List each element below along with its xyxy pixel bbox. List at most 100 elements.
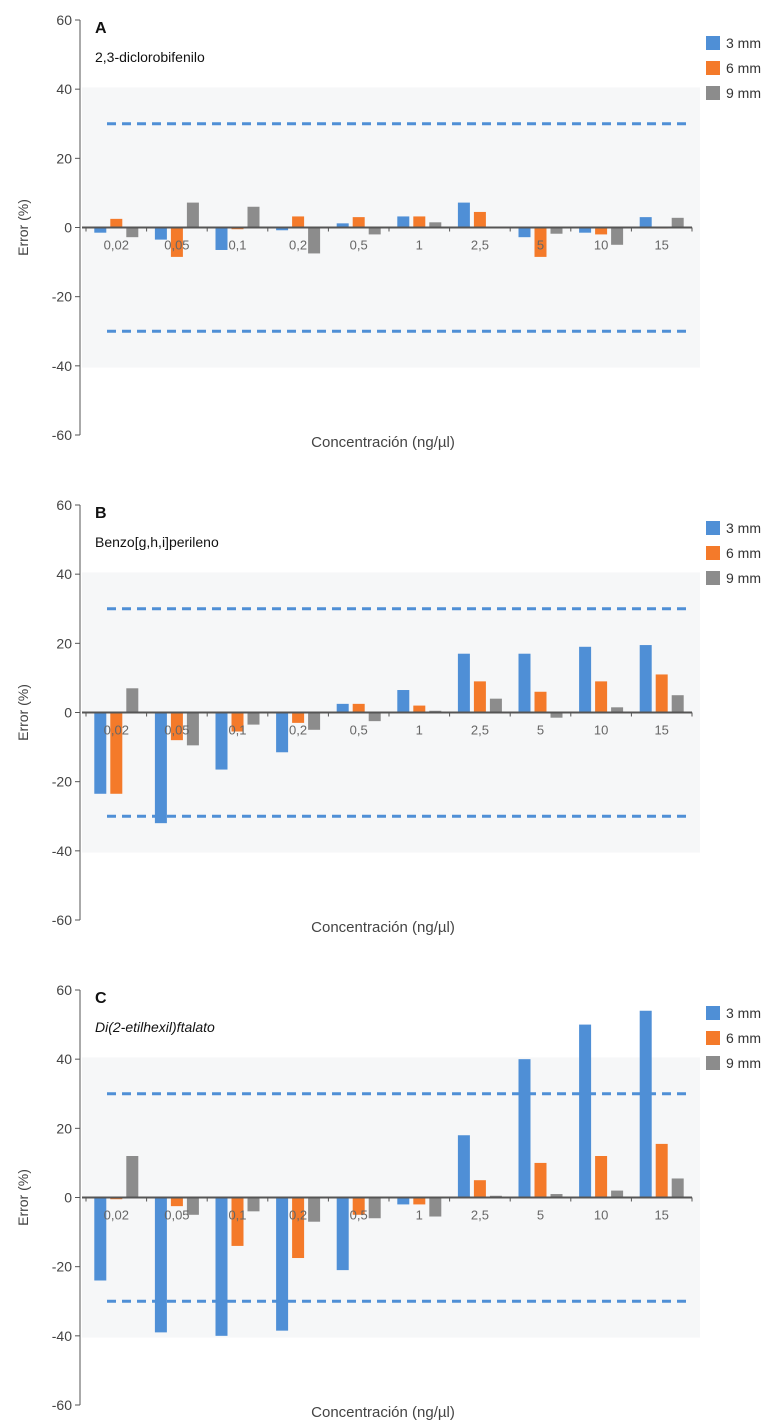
x-tick-label: 0,05	[164, 1208, 189, 1223]
y-tick-label: -20	[52, 774, 72, 790]
x-axis-title: Concentración (ng/µl)	[311, 434, 455, 451]
bar-3mm-9	[639, 1010, 652, 1198]
compound-name: Di(2-etilhexil)ftalato	[95, 1019, 215, 1035]
x-tick-label: 0,05	[164, 238, 189, 253]
bar-6mm-4	[352, 1197, 365, 1215]
bar-9mm-3	[308, 1197, 321, 1222]
bar-3mm-4	[336, 1197, 349, 1271]
bar-3mm-2	[215, 1197, 228, 1336]
bar-9mm-9	[671, 1178, 684, 1198]
bar-3mm-1	[154, 1197, 167, 1333]
bar-6mm-3	[292, 1197, 305, 1259]
y-tick-label: -60	[52, 427, 72, 443]
bar-9mm-6	[489, 698, 502, 713]
x-tick-label: 15	[654, 1208, 668, 1223]
y-tick-label: 40	[56, 1051, 72, 1067]
x-tick-label: 0,2	[289, 723, 307, 738]
legend-swatch-3mm	[706, 36, 720, 50]
x-tick-label: 0,5	[350, 238, 368, 253]
bar-3mm-9	[639, 217, 652, 228]
legend-label: 9 mm	[726, 570, 761, 586]
bar-3mm-0	[94, 1197, 107, 1281]
bar-6mm-3	[292, 216, 305, 228]
bar-9mm-1	[186, 712, 199, 746]
bar-3mm-2	[215, 712, 228, 770]
chart-panel-a: 60 40 20 0 -20 -40 -60 Error (%) 0,02 0,05 0,1 0,2 0…	[15, 12, 761, 451]
x-tick-label: 5	[537, 723, 544, 738]
x-tick-label: 0,5	[350, 723, 368, 738]
bar-6mm-8	[595, 227, 608, 235]
x-tick-label: 0,02	[104, 723, 129, 738]
bar-9mm-7	[550, 227, 563, 234]
bar-9mm-8	[611, 707, 624, 713]
bar-6mm-6	[473, 681, 486, 713]
chart-panel-b: 60 40 20 0 -20 -40 -60 Error (%) 0,02 0,05 0,1 0,2 0…	[15, 497, 761, 936]
y-tick-label: -60	[52, 1397, 72, 1413]
x-tick-label: 10	[594, 238, 608, 253]
bar-3mm-3	[276, 1197, 289, 1331]
bar-6mm-5	[413, 1197, 426, 1205]
bar-6mm-5	[413, 705, 426, 713]
bar-9mm-7	[550, 712, 563, 718]
bar-9mm-8	[611, 227, 624, 245]
compound-name: 2,3-diclorobifenilo	[95, 49, 205, 65]
bar-6mm-9	[655, 1143, 668, 1198]
bar-6mm-7	[534, 1162, 547, 1198]
y-tick-label: 20	[56, 150, 72, 166]
bar-9mm-0	[126, 227, 139, 238]
bar-9mm-4	[368, 1197, 381, 1219]
bar-3mm-3	[276, 227, 289, 231]
panel-letter: C	[95, 990, 107, 1007]
bar-6mm-4	[352, 703, 365, 713]
x-tick-label: 0,05	[164, 723, 189, 738]
bar-6mm-1	[170, 227, 183, 257]
panel-letter: A	[95, 20, 107, 37]
legend-label: 3 mm	[726, 520, 761, 536]
bar-6mm-0	[110, 712, 123, 794]
bar-3mm-7	[518, 1059, 531, 1198]
y-tick-label: 60	[56, 12, 72, 28]
bar-9mm-3	[308, 227, 321, 254]
legend-swatch-6mm	[706, 1031, 720, 1045]
panel-letter: B	[95, 505, 107, 522]
bar-6mm-2	[231, 1197, 244, 1246]
legend-label: 6 mm	[726, 545, 761, 561]
x-tick-label: 5	[537, 1208, 544, 1223]
legend-label: 3 mm	[726, 35, 761, 51]
bar-9mm-0	[126, 1156, 139, 1198]
x-tick-label: 1	[416, 723, 423, 738]
bar-3mm-4	[336, 223, 349, 228]
bar-3mm-1	[154, 227, 167, 240]
x-tick-label: 10	[594, 723, 608, 738]
x-tick-label: 10	[594, 1208, 608, 1223]
bar-3mm-6	[457, 653, 470, 713]
bar-3mm-6	[457, 202, 470, 228]
x-tick-label: 0,1	[228, 1208, 246, 1223]
y-tick-label: -20	[52, 289, 72, 305]
bar-6mm-7	[534, 227, 547, 257]
bar-6mm-2	[231, 712, 244, 732]
legend-label: 9 mm	[726, 1055, 761, 1071]
bar-9mm-7	[550, 1194, 563, 1198]
y-tick-label: -40	[52, 1328, 72, 1344]
bar-9mm-1	[186, 202, 199, 228]
bar-3mm-4	[336, 703, 349, 713]
legend-label: 9 mm	[726, 85, 761, 101]
y-tick-label: -40	[52, 843, 72, 859]
bar-3mm-5	[397, 690, 410, 713]
bar-3mm-6	[457, 1135, 470, 1198]
bar-9mm-0	[126, 688, 139, 713]
x-axis-title: Concentración (ng/µl)	[311, 919, 455, 936]
bar-9mm-3	[308, 712, 321, 730]
bar-9mm-4	[368, 712, 381, 722]
y-tick-label: -60	[52, 912, 72, 928]
bar-3mm-5	[397, 1197, 410, 1205]
bar-6mm-3	[292, 712, 305, 723]
chart-panel-c: 60 40 20 0 -20 -40 -60 Error (%) 0,02 0,05 0,1 0,2 0…	[15, 982, 761, 1421]
x-tick-label: 0,2	[289, 1208, 307, 1223]
bar-9mm-9	[671, 695, 684, 713]
legend-swatch-6mm	[706, 61, 720, 75]
bar-9mm-2	[247, 1197, 260, 1212]
y-tick-label: 20	[56, 635, 72, 651]
x-tick-label: 0,2	[289, 238, 307, 253]
